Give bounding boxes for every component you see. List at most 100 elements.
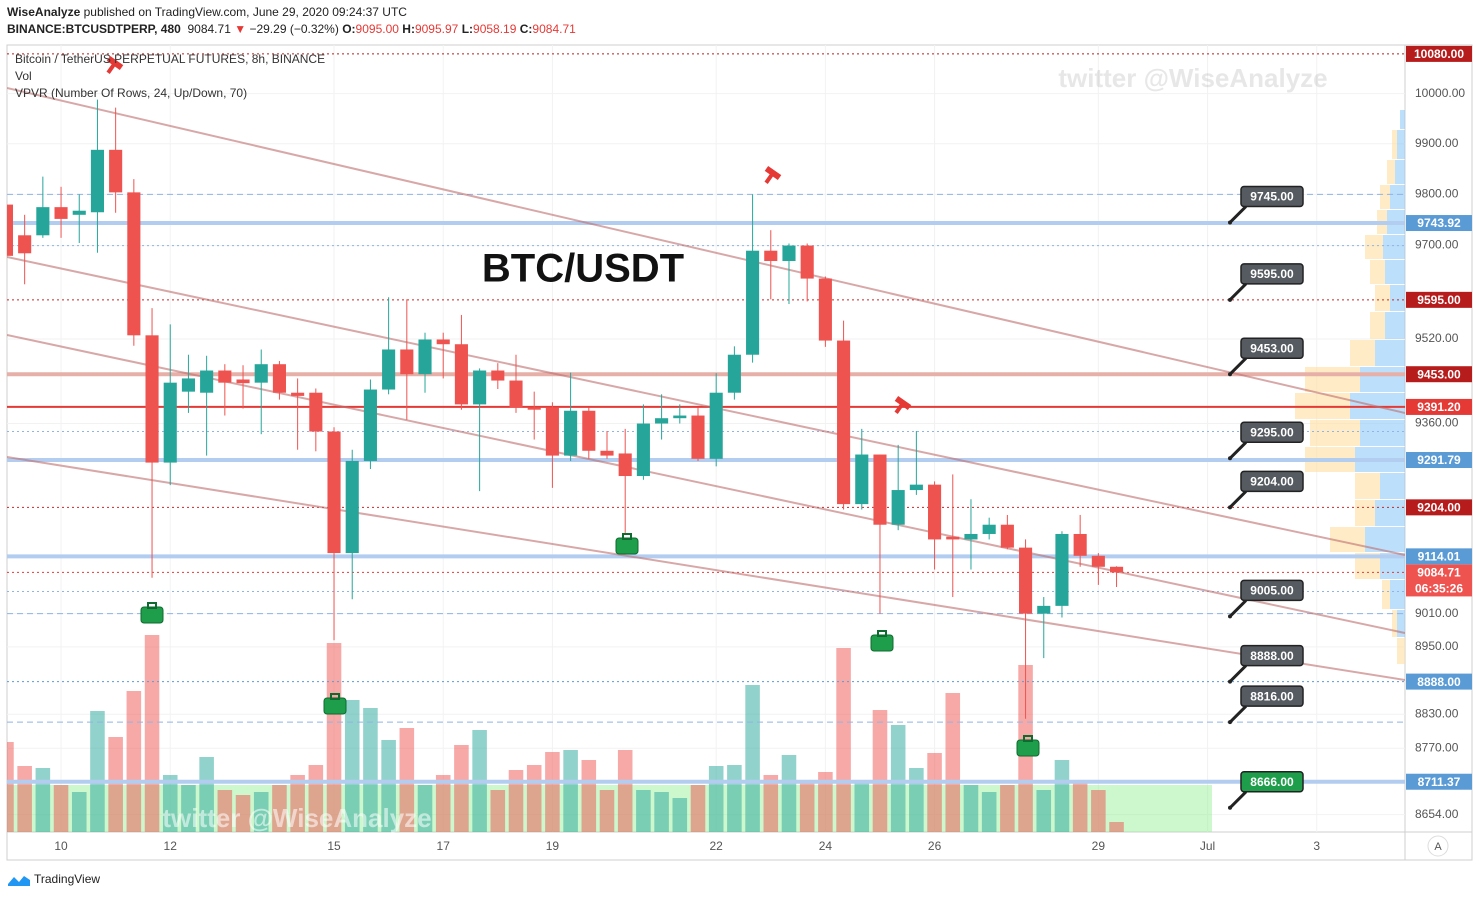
price-tag-label: 9291.79 bbox=[1417, 453, 1461, 467]
callout-box bbox=[1240, 470, 1304, 493]
trend-line bbox=[7, 334, 1405, 634]
profile-down bbox=[1370, 260, 1385, 284]
price-tag-label: 9595.00 bbox=[1417, 293, 1461, 307]
profile-up bbox=[1390, 580, 1405, 609]
x-tick-label: 22 bbox=[710, 839, 724, 853]
candle-body bbox=[964, 533, 978, 540]
price-tag bbox=[1406, 45, 1472, 62]
profile-down bbox=[1382, 580, 1390, 609]
profile-down bbox=[1380, 185, 1390, 209]
briefcase-icon bbox=[615, 533, 639, 555]
candle-body bbox=[709, 392, 723, 459]
tradingview-logo bbox=[8, 876, 30, 886]
volume-bar bbox=[763, 775, 779, 832]
candle-body bbox=[127, 192, 141, 336]
trend-line bbox=[7, 456, 1405, 681]
candle-body bbox=[1000, 524, 1014, 548]
volume-bar bbox=[581, 760, 597, 832]
candle-body bbox=[691, 415, 705, 459]
callout-label: 8888.00 bbox=[1250, 649, 1294, 663]
callout-anchor bbox=[1228, 456, 1232, 461]
price-tag bbox=[1406, 773, 1472, 790]
candle-body bbox=[1110, 566, 1124, 573]
candle-body bbox=[145, 335, 159, 463]
candle-body bbox=[582, 410, 596, 451]
volume-bar bbox=[381, 740, 396, 832]
profile-up bbox=[1400, 110, 1405, 129]
callout-anchor bbox=[1228, 614, 1232, 619]
price-tag-label: 8888.00 bbox=[1417, 675, 1461, 689]
callout-pointer bbox=[1228, 282, 1248, 301]
candle-body bbox=[90, 149, 104, 213]
candle-body bbox=[673, 415, 687, 419]
callout-label: 9204.00 bbox=[1250, 475, 1294, 489]
price-tag bbox=[1406, 499, 1472, 516]
volume-bar bbox=[563, 750, 578, 832]
volume-bar bbox=[1054, 760, 1070, 832]
x-tick-label: 12 bbox=[164, 839, 178, 853]
auto-scale-button[interactable] bbox=[1427, 835, 1449, 857]
callout-box bbox=[1240, 263, 1304, 285]
volume-bar bbox=[508, 770, 524, 832]
countdown: 06:35:26 bbox=[1415, 582, 1463, 596]
author: WiseAnalyze bbox=[7, 5, 81, 19]
candle-body bbox=[891, 490, 905, 525]
volume-bar bbox=[344, 700, 360, 832]
volume-bar bbox=[945, 693, 961, 832]
candle-body bbox=[327, 431, 341, 554]
volume-bar bbox=[1000, 785, 1015, 832]
price-tag bbox=[1406, 366, 1472, 383]
callout-pointer bbox=[1228, 205, 1248, 224]
volume-bar bbox=[836, 648, 851, 832]
callout-pointer bbox=[1228, 357, 1248, 376]
auto-scale-label[interactable]: A bbox=[1434, 841, 1442, 853]
candle-body bbox=[727, 354, 741, 393]
levels bbox=[7, 53, 1405, 784]
candle-body bbox=[272, 364, 286, 393]
volume-bar bbox=[909, 768, 924, 832]
volume-bar bbox=[53, 785, 69, 832]
h-label: H: bbox=[402, 22, 415, 36]
volume-bar bbox=[599, 790, 615, 832]
profile-down bbox=[1350, 340, 1375, 366]
candle-body bbox=[909, 484, 923, 491]
volume-bar bbox=[963, 785, 979, 832]
callout-anchor bbox=[1228, 805, 1232, 810]
candle-body bbox=[527, 407, 541, 410]
volume-bar bbox=[1036, 790, 1052, 832]
profile-down bbox=[1305, 367, 1360, 392]
volume-bar bbox=[126, 691, 142, 832]
callout-label: 8666.00 bbox=[1250, 775, 1294, 789]
price-tag bbox=[1406, 452, 1472, 469]
callout-box bbox=[1240, 185, 1304, 208]
y-tick-label: 8830.00 bbox=[1415, 706, 1459, 720]
x-tick-label: 29 bbox=[1092, 839, 1106, 853]
x-tick-label: 19 bbox=[546, 839, 560, 853]
candle-body bbox=[837, 340, 851, 505]
close: 9084.71 bbox=[532, 22, 576, 36]
callout-box bbox=[1240, 337, 1304, 359]
candle-body bbox=[454, 344, 468, 405]
candle-body bbox=[200, 370, 214, 393]
callout-anchor bbox=[1228, 297, 1232, 302]
profile-down bbox=[1392, 610, 1397, 637]
candle-body bbox=[782, 245, 796, 262]
volume-bar bbox=[1072, 782, 1088, 832]
candle-body bbox=[800, 245, 814, 279]
candle-body bbox=[36, 207, 50, 236]
low: 9058.19 bbox=[473, 22, 517, 36]
candle-body bbox=[636, 423, 650, 477]
profile-up bbox=[1375, 500, 1405, 526]
callout-pointer bbox=[1228, 790, 1248, 809]
y-tick-label: 9800.00 bbox=[1415, 187, 1459, 201]
volume-bar bbox=[981, 792, 997, 832]
candle-body bbox=[7, 204, 14, 256]
volume-bar bbox=[545, 752, 560, 832]
hammer-icon bbox=[894, 395, 912, 414]
price-tag-label: 9743.92 bbox=[1417, 216, 1461, 230]
trend-channel bbox=[7, 87, 1405, 681]
volume-bar bbox=[708, 766, 724, 832]
candle-body bbox=[54, 207, 68, 219]
price-tag bbox=[1406, 548, 1472, 565]
chart-frame bbox=[6, 44, 1473, 861]
